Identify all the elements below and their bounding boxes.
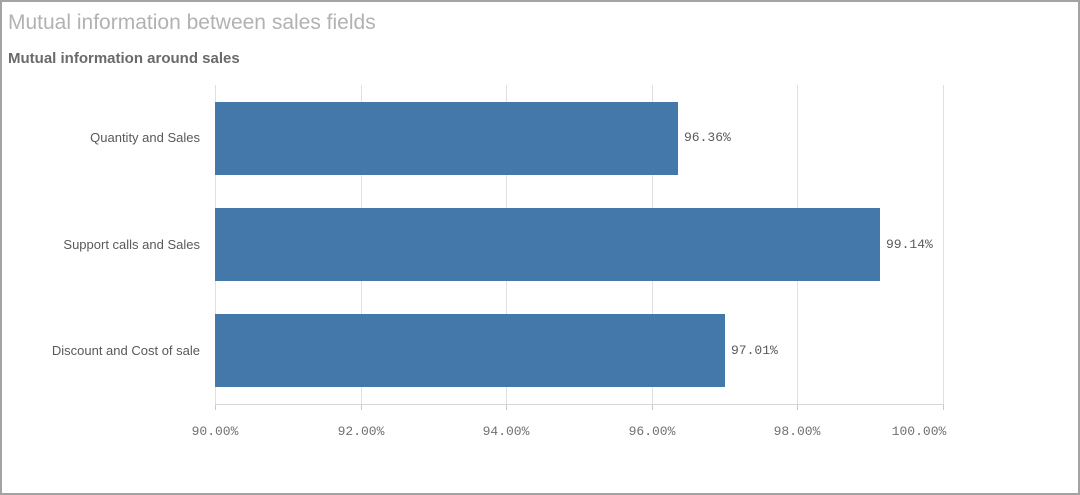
bar[interactable] bbox=[215, 208, 880, 281]
x-axis-line bbox=[215, 404, 944, 405]
x-axis-tick bbox=[652, 404, 653, 410]
x-axis-tick-label: 90.00% bbox=[191, 424, 239, 439]
bar[interactable] bbox=[215, 102, 678, 175]
x-axis-tick-label: 96.00% bbox=[628, 424, 676, 439]
bar-value-label: 96.36% bbox=[684, 130, 731, 145]
x-axis-tick-label: 92.00% bbox=[337, 424, 385, 439]
x-axis-tick bbox=[943, 404, 944, 410]
x-axis-tick-label: 94.00% bbox=[482, 424, 530, 439]
x-gridline bbox=[943, 85, 944, 404]
y-axis-label[interactable]: Quantity and Sales bbox=[90, 130, 200, 145]
x-axis-tick bbox=[506, 404, 507, 410]
x-axis-tick bbox=[361, 404, 362, 410]
chart-subtitle: Mutual information around sales bbox=[8, 50, 240, 67]
bar[interactable] bbox=[215, 314, 725, 387]
x-axis-tick-label: 100.00% bbox=[891, 424, 947, 439]
y-axis-label[interactable]: Discount and Cost of sale bbox=[51, 343, 200, 358]
bar-value-label: 97.01% bbox=[731, 343, 778, 358]
y-axis-label[interactable]: Support calls and Sales bbox=[63, 237, 200, 252]
x-axis-tick-label: 98.00% bbox=[773, 424, 821, 439]
x-axis-tick bbox=[215, 404, 216, 410]
bar-value-label: 99.14% bbox=[886, 237, 933, 252]
widget-title: Mutual information between sales fields bbox=[8, 11, 376, 34]
x-axis-tick bbox=[797, 404, 798, 410]
